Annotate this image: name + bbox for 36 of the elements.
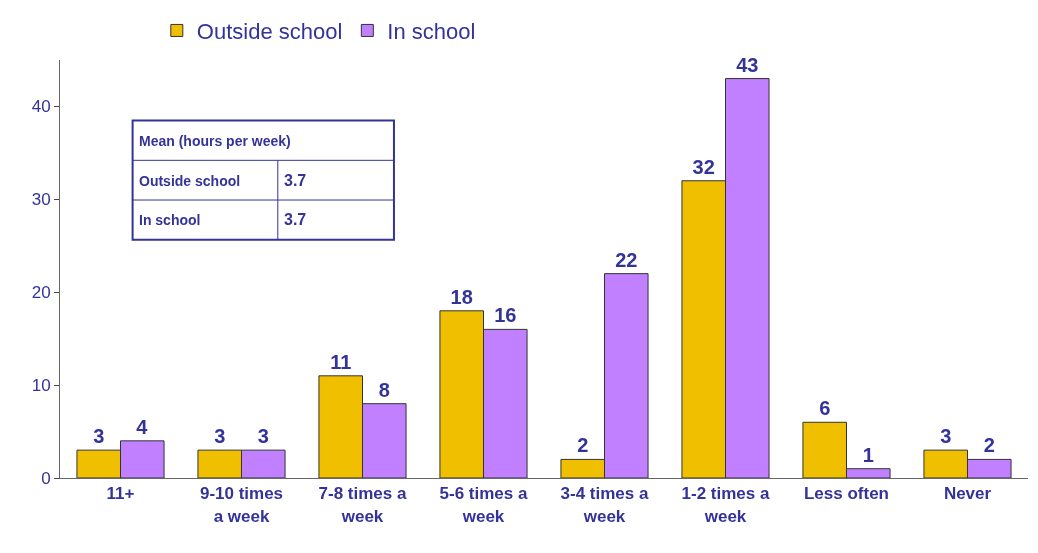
data-label: 18 [450,285,473,308]
data-label: 2 [577,434,589,457]
x-tick-label: 11+ [106,484,135,504]
data-label: 3 [214,425,226,448]
annotation: Outside school [139,172,241,189]
legend-label: In school [387,19,476,45]
x-tick-label: 1-2 times a week [681,484,770,526]
x-tick-label: Never [943,484,992,504]
annotation: 3.7 [284,211,307,229]
y-tick-label: 30 [31,190,51,210]
x-tick-label: 5-6 times a week [439,484,528,526]
data-label: 32 [692,155,715,178]
data-label: 1 [862,443,874,466]
annotation: 3.7 [284,172,307,190]
data-label: 3 [93,425,105,448]
x-tick-label: 9-10 times a week [199,484,284,526]
x-tick-label: 3-4 times a week [560,484,649,526]
data-label: 3 [257,425,269,448]
data-label: 11 [330,350,352,373]
data-label: 43 [736,53,759,76]
data-label: 2 [983,434,995,457]
data-label: 8 [378,378,390,401]
data-label: 6 [819,397,831,420]
annotation: Mean (hours per week) [139,132,291,149]
y-tick-label: 10 [31,376,51,396]
annotation: In school [139,211,201,228]
data-label: 22 [615,248,638,271]
data-label: 16 [494,304,517,327]
y-tick-label: 0 [41,468,51,488]
data-label: 4 [136,415,149,438]
y-tick-label: 20 [31,283,51,303]
x-tick-label: 7-8 times a week [318,484,407,526]
y-tick-label: 40 [31,97,51,117]
x-tick-label: Less often [803,484,890,504]
legend-label: Outside school [196,19,343,45]
data-label: 3 [940,425,952,448]
